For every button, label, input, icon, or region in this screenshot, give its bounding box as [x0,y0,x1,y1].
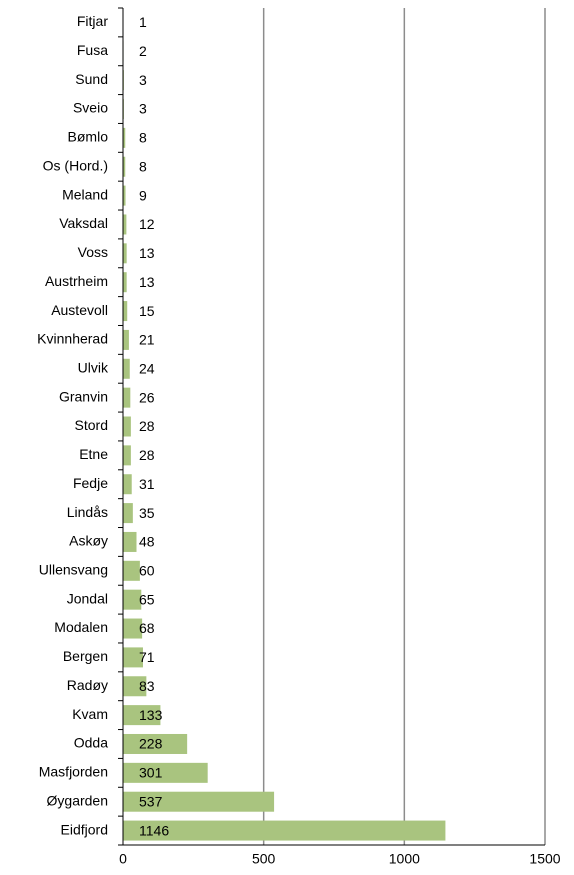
value-label: 15 [139,303,155,319]
category-label: Radøy [67,677,108,693]
value-label: 83 [139,678,155,694]
x-tick-label: 1000 [389,851,420,867]
bar [123,560,140,581]
category-label: Eidfjord [61,821,108,837]
category-label: Voss [78,244,108,260]
category-label: Ullensvang [39,562,108,578]
category-label: Meland [62,186,108,202]
bar [123,387,131,408]
category-label: Stord [75,417,108,433]
bar [123,820,446,841]
value-label: 65 [139,591,155,607]
category-label: Austrheim [45,273,108,289]
bar [123,272,127,293]
bar [123,301,128,322]
value-label: 71 [139,649,155,665]
bar [123,329,129,350]
value-label: 12 [139,216,155,232]
value-label: 13 [139,274,155,290]
value-label: 35 [139,505,155,521]
bar [123,358,130,379]
value-label: 2 [139,43,147,59]
category-label: Masfjorden [39,764,108,780]
value-label: 8 [139,130,147,146]
category-label: Øygarden [47,792,108,808]
bar [123,589,142,610]
value-label: 537 [139,793,163,809]
category-label: Sund [75,71,108,87]
category-label: Kvam [72,706,108,722]
value-label: 68 [139,620,155,636]
bar [123,531,137,552]
category-label: Jondal [67,590,108,606]
x-tick-label: 1500 [529,851,560,867]
value-label: 21 [139,332,155,348]
category-label: Bømlo [68,129,109,145]
bar [123,676,147,697]
category-label: Fedje [73,475,108,491]
value-label: 8 [139,158,147,174]
bar [123,416,131,437]
value-label: 24 [139,360,155,376]
value-label: 3 [139,101,147,117]
value-label: 301 [139,765,163,781]
value-label: 1146 [139,822,169,838]
x-tick-label: 500 [252,851,276,867]
value-label: 31 [139,476,155,492]
value-label: 133 [139,707,163,723]
category-label: Etne [79,446,108,462]
category-label: Os (Hord.) [43,157,108,173]
category-label: Vaksdal [59,215,108,231]
category-label: Ulvik [78,359,109,375]
category-label: Bergen [63,648,108,664]
bar [123,474,132,495]
category-label: Granvin [59,388,108,404]
value-label: 26 [139,389,155,405]
value-label: 9 [139,187,147,203]
bar [123,733,188,754]
bar [123,185,126,206]
value-label: 228 [139,736,163,752]
bar [123,705,161,726]
bar [123,503,133,524]
x-tick-label: 0 [119,851,127,867]
bar [123,791,275,812]
category-label: Fusa [77,42,108,58]
category-label: Fitjar [77,13,108,29]
value-label: 1 [139,14,147,30]
bar [123,156,126,177]
category-label: Odda [74,735,108,751]
category-label: Kvinnherad [37,331,108,347]
bar [123,762,208,783]
value-label: 48 [139,534,155,550]
value-label: 60 [139,563,155,579]
value-label: 3 [139,72,147,88]
bar [123,127,126,148]
category-label: Modalen [54,619,108,635]
category-label: Lindås [67,504,108,520]
category-label: Austevoll [51,302,108,318]
category-label: Askøy [69,533,108,549]
value-label: 13 [139,245,155,261]
bar [123,243,127,264]
category-label: Sveio [73,100,108,116]
bar [123,618,143,639]
bar [123,647,143,668]
bar [123,445,131,466]
value-label: 28 [139,447,155,463]
value-label: 28 [139,418,155,434]
bar [123,214,127,235]
